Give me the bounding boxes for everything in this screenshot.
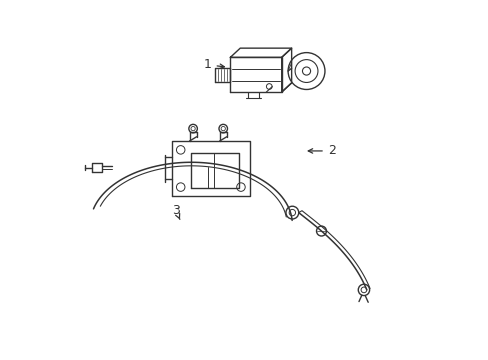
Circle shape [358, 284, 369, 296]
Circle shape [302, 67, 310, 75]
Text: 3: 3 [171, 204, 180, 220]
Circle shape [316, 226, 326, 236]
Text: 2: 2 [307, 144, 335, 157]
Circle shape [219, 124, 227, 133]
Circle shape [285, 206, 298, 219]
Text: 1: 1 [203, 58, 224, 71]
Circle shape [188, 124, 197, 133]
